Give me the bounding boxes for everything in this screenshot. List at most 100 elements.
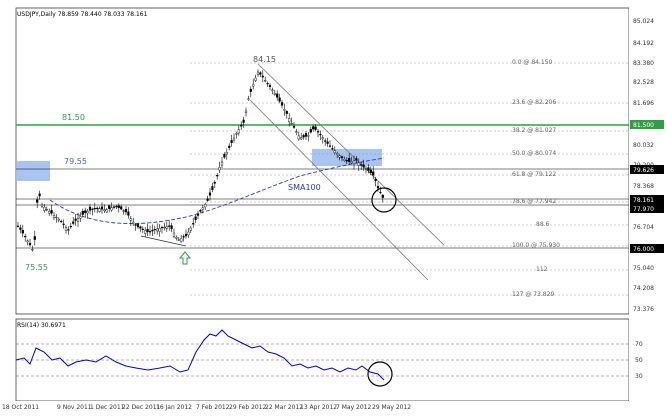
candle-body [247, 98, 250, 100]
x-label-4: 16 Jan 2012 [156, 404, 192, 411]
candle-body [192, 223, 195, 225]
up-arrow-icon [178, 251, 192, 265]
candle-body [302, 135, 305, 138]
fibonacci-levels[interactable] [190, 62, 629, 296]
candle-body [88, 206, 92, 211]
y-axis-label: 83.380 [633, 60, 654, 67]
candle-body [338, 155, 341, 158]
channel-upper-line[interactable] [257, 63, 445, 246]
candle-body [26, 240, 29, 243]
candle-body [122, 210, 125, 212]
candle-body [64, 227, 68, 231]
candle-body [312, 126, 315, 130]
candle-body [276, 93, 279, 98]
x-label-5: 7 Feb 2012 [196, 404, 230, 411]
candle-body [321, 137, 324, 140]
candle-body [223, 154, 226, 158]
candle-body [309, 129, 312, 133]
candle-body [148, 231, 152, 233]
candle-body [98, 208, 101, 212]
candle-body [256, 71, 260, 75]
candle-body [103, 209, 106, 212]
time-scale-area [0, 401, 629, 413]
y-axis-label: 75.040 [633, 265, 654, 272]
candle-body [278, 97, 281, 102]
x-label-1: 9 Nov 2011 [57, 404, 92, 411]
candle-body [271, 89, 274, 91]
fibo-label-0: 0.0 @ 84.150 [512, 59, 553, 66]
channel-lower-line[interactable] [249, 99, 429, 281]
x-label-8: 13 Apr 2012 [300, 404, 337, 411]
price-box-label-76-000: 76.000 [633, 246, 654, 253]
rsi-line[interactable] [15, 329, 385, 381]
rsi-axis-70: 70 [635, 341, 643, 348]
candle-body [60, 220, 63, 223]
candle-body [201, 207, 204, 210]
candle-body [307, 135, 310, 137]
candle-body [52, 214, 56, 219]
y-axis-label: 78.368 [633, 183, 654, 190]
candle-body [273, 93, 276, 95]
x-label-7: 22 Mar 2012 [265, 404, 303, 411]
candle-body [216, 175, 219, 177]
candle-body [206, 198, 209, 201]
candle-body [187, 231, 190, 236]
candle-body [105, 209, 108, 213]
peak-label: 84.15 [253, 55, 276, 64]
candle-body [100, 206, 104, 210]
rsi-header: RSI(14) 30.6971 [17, 322, 66, 329]
candle-body [333, 150, 336, 153]
candle-body [196, 213, 200, 216]
candle-body [280, 102, 284, 106]
candle-body [372, 171, 375, 176]
y-axis-label: 74.208 [633, 285, 654, 292]
candle-body [40, 204, 44, 207]
x-label-10: 29 May 2012 [372, 404, 411, 411]
candle-body [156, 228, 159, 232]
candle-body [237, 129, 240, 134]
candle-body [177, 239, 180, 241]
fibo-label-88: 88.6 [536, 221, 550, 228]
candle-body [43, 206, 46, 211]
candle-body [242, 119, 245, 123]
level-label-75-55: 75.55 [25, 263, 48, 272]
candle-body [132, 221, 135, 224]
y-axis-label: 73.376 [633, 306, 654, 313]
rsi-axis-30: 30 [635, 373, 643, 380]
price-candles[interactable] [16, 69, 384, 252]
x-label-0: 18 Oct 2011 [2, 404, 39, 411]
focus-circle-main [371, 187, 397, 213]
sma100-line[interactable] [49, 157, 385, 225]
candle-body [300, 137, 303, 140]
candle-body [230, 140, 233, 144]
candle-body [374, 178, 377, 181]
candle-body [31, 248, 34, 251]
candle-body [136, 223, 140, 228]
candle-body [314, 126, 317, 130]
fibo-label-100: 100.0 @ 75.930 [512, 242, 560, 249]
y-axis-label: 76.704 [633, 224, 654, 231]
level-label-79-55: 79.55 [64, 157, 87, 166]
candle-body [91, 208, 94, 211]
candle-body [336, 152, 339, 155]
candle-body [16, 225, 20, 227]
x-label-6: 29 Feb 2012 [229, 404, 267, 411]
candle-body [297, 135, 300, 140]
candle-body [168, 225, 171, 227]
candle-body [84, 210, 87, 213]
candle-body [360, 164, 363, 166]
candle-body [343, 158, 346, 161]
candle-body [72, 221, 75, 224]
candle-body [319, 134, 322, 136]
price-box-78-161 [630, 195, 664, 204]
candle-body [316, 131, 320, 133]
trend-line-bottom[interactable] [140, 235, 187, 247]
candle-body [67, 229, 70, 231]
candle-body [93, 207, 96, 210]
candle-body [367, 167, 370, 171]
candle-body [146, 228, 149, 233]
x-label-3: 22 Dec 2011 [122, 404, 161, 411]
fibo-label-23: 23.6 @ 82.206 [512, 99, 556, 106]
candle-body [55, 216, 58, 219]
